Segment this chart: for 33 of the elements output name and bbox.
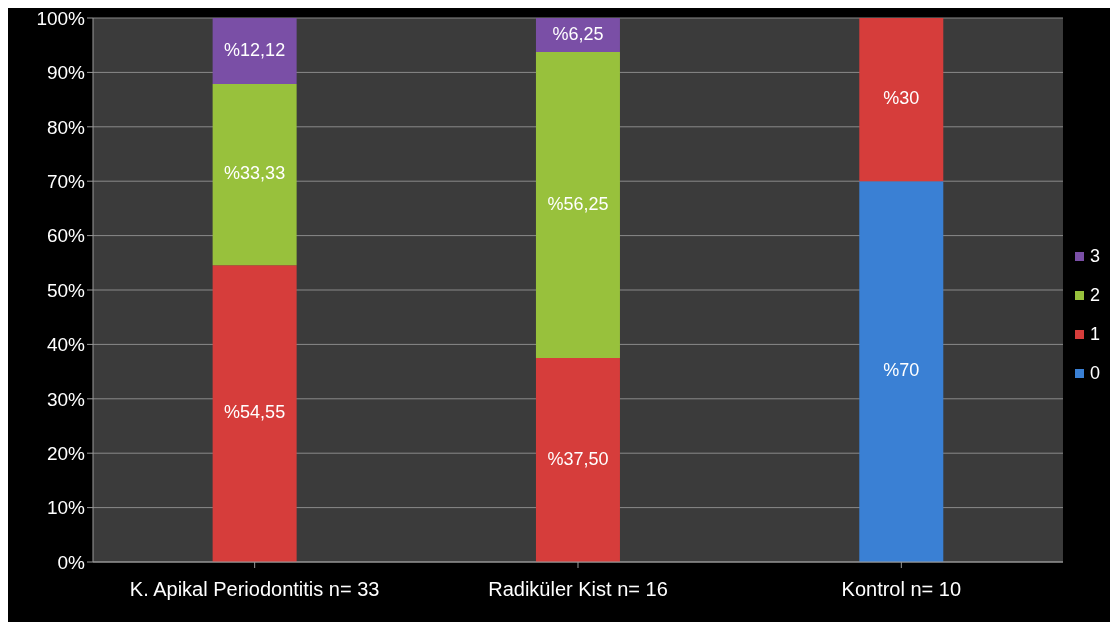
x-tick-label: Radiküler Kist n= 16 xyxy=(488,578,668,601)
y-tick-label: 60% xyxy=(46,225,86,247)
y-tick-label: 0% xyxy=(57,551,86,573)
y-tick-label: 100% xyxy=(36,7,86,29)
x-tick-label: K. Apikal Periodontitis n= 33 xyxy=(129,578,380,601)
bar xyxy=(859,18,944,182)
y-tick-label: 90% xyxy=(46,62,86,84)
data-label: %12,12 xyxy=(224,39,286,60)
bar xyxy=(212,265,297,562)
bar xyxy=(212,18,297,84)
y-tick-label: 50% xyxy=(46,279,86,301)
data-label: %30 xyxy=(883,88,920,109)
data-label: %37,50 xyxy=(547,448,609,469)
bar xyxy=(535,52,620,358)
legend-label: 2 xyxy=(1089,285,1100,306)
y-tick-label: 20% xyxy=(46,442,86,464)
y-tick-label: 70% xyxy=(46,170,86,192)
y-tick-label: 80% xyxy=(46,116,86,138)
y-tick-label: 30% xyxy=(46,388,86,410)
y-tick-label: 40% xyxy=(46,334,86,356)
data-label: %6,25 xyxy=(552,23,604,44)
bar xyxy=(535,358,620,562)
y-tick-label: 10% xyxy=(46,497,86,519)
legend-label: 3 xyxy=(1089,246,1100,267)
data-label: %54,55 xyxy=(224,402,286,423)
bar xyxy=(212,83,297,266)
data-label: %33,33 xyxy=(224,163,286,184)
data-label: %70 xyxy=(883,360,920,381)
bar xyxy=(859,181,944,562)
x-tick-label: Kontrol n= 10 xyxy=(841,578,962,601)
data-label: %56,25 xyxy=(547,193,609,214)
legend-label: 1 xyxy=(1089,324,1100,345)
legend-label: 0 xyxy=(1089,363,1100,384)
